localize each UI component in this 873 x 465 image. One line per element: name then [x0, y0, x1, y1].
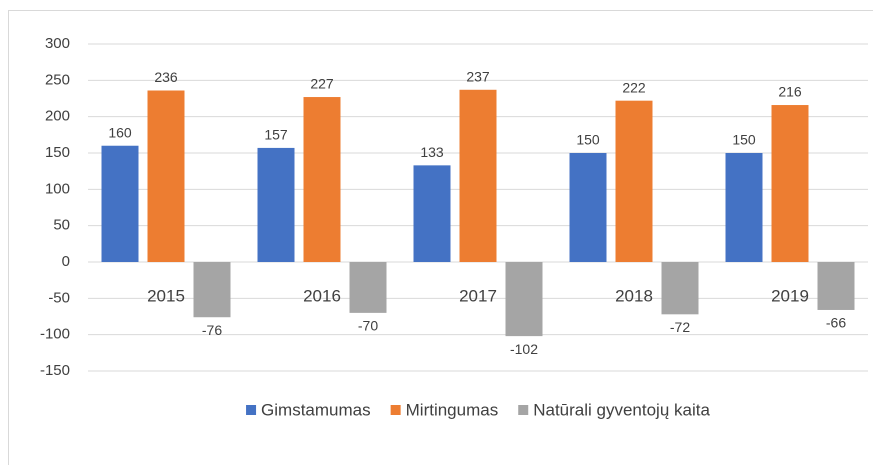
data-label: -66	[826, 315, 846, 331]
y-tick-label: -150	[40, 362, 70, 379]
bar	[615, 100, 653, 263]
y-tick-label: 50	[53, 217, 70, 234]
x-tick-label: 2018	[615, 286, 653, 305]
bar	[413, 165, 451, 262]
data-label: 216	[778, 84, 802, 100]
legend-swatch	[518, 405, 529, 415]
data-label: -70	[358, 318, 378, 334]
legend-swatch	[390, 405, 401, 415]
legend-label: Mirtingumas	[406, 400, 499, 419]
x-tick-label: 2015	[147, 286, 185, 305]
legend-label: Natūrali gyventojų kaita	[533, 400, 710, 419]
chart-frame	[8, 10, 873, 465]
data-label: 236	[154, 69, 178, 85]
bar	[101, 145, 139, 262]
data-label: 133	[420, 144, 444, 160]
bar	[459, 89, 497, 262]
bar	[193, 262, 231, 318]
data-label: -76	[202, 322, 222, 338]
bar	[569, 153, 607, 262]
y-tick-label: 0	[62, 253, 70, 270]
data-label: -72	[670, 319, 690, 335]
y-tick-label: 150	[45, 144, 70, 161]
y-tick-label: -50	[48, 289, 70, 306]
data-label: 160	[108, 124, 132, 140]
bar	[147, 90, 185, 262]
data-label: 227	[310, 76, 334, 92]
y-tick-label: 200	[45, 108, 70, 125]
x-tick-label: 2019	[771, 286, 809, 305]
data-label: 222	[622, 79, 646, 95]
x-tick-label: 2017	[459, 286, 497, 305]
bar	[505, 262, 543, 337]
y-tick-label: 100	[45, 180, 70, 197]
bar	[661, 262, 699, 315]
data-label: 237	[466, 68, 490, 84]
y-tick-label: 250	[45, 71, 70, 88]
legend-swatch	[246, 405, 257, 415]
bar	[771, 105, 809, 262]
bar	[257, 147, 295, 262]
bar	[725, 153, 763, 262]
y-tick-label: 300	[45, 35, 70, 52]
data-label: 150	[732, 132, 756, 148]
y-tick-label: -100	[40, 326, 70, 343]
bar	[303, 97, 341, 263]
bar	[349, 262, 387, 313]
data-label: 150	[576, 132, 600, 148]
data-label: -102	[510, 341, 538, 357]
legend-label: Gimstamumas	[261, 400, 371, 419]
data-label: 157	[264, 127, 288, 143]
x-tick-label: 2016	[303, 286, 341, 305]
bar	[817, 262, 855, 310]
